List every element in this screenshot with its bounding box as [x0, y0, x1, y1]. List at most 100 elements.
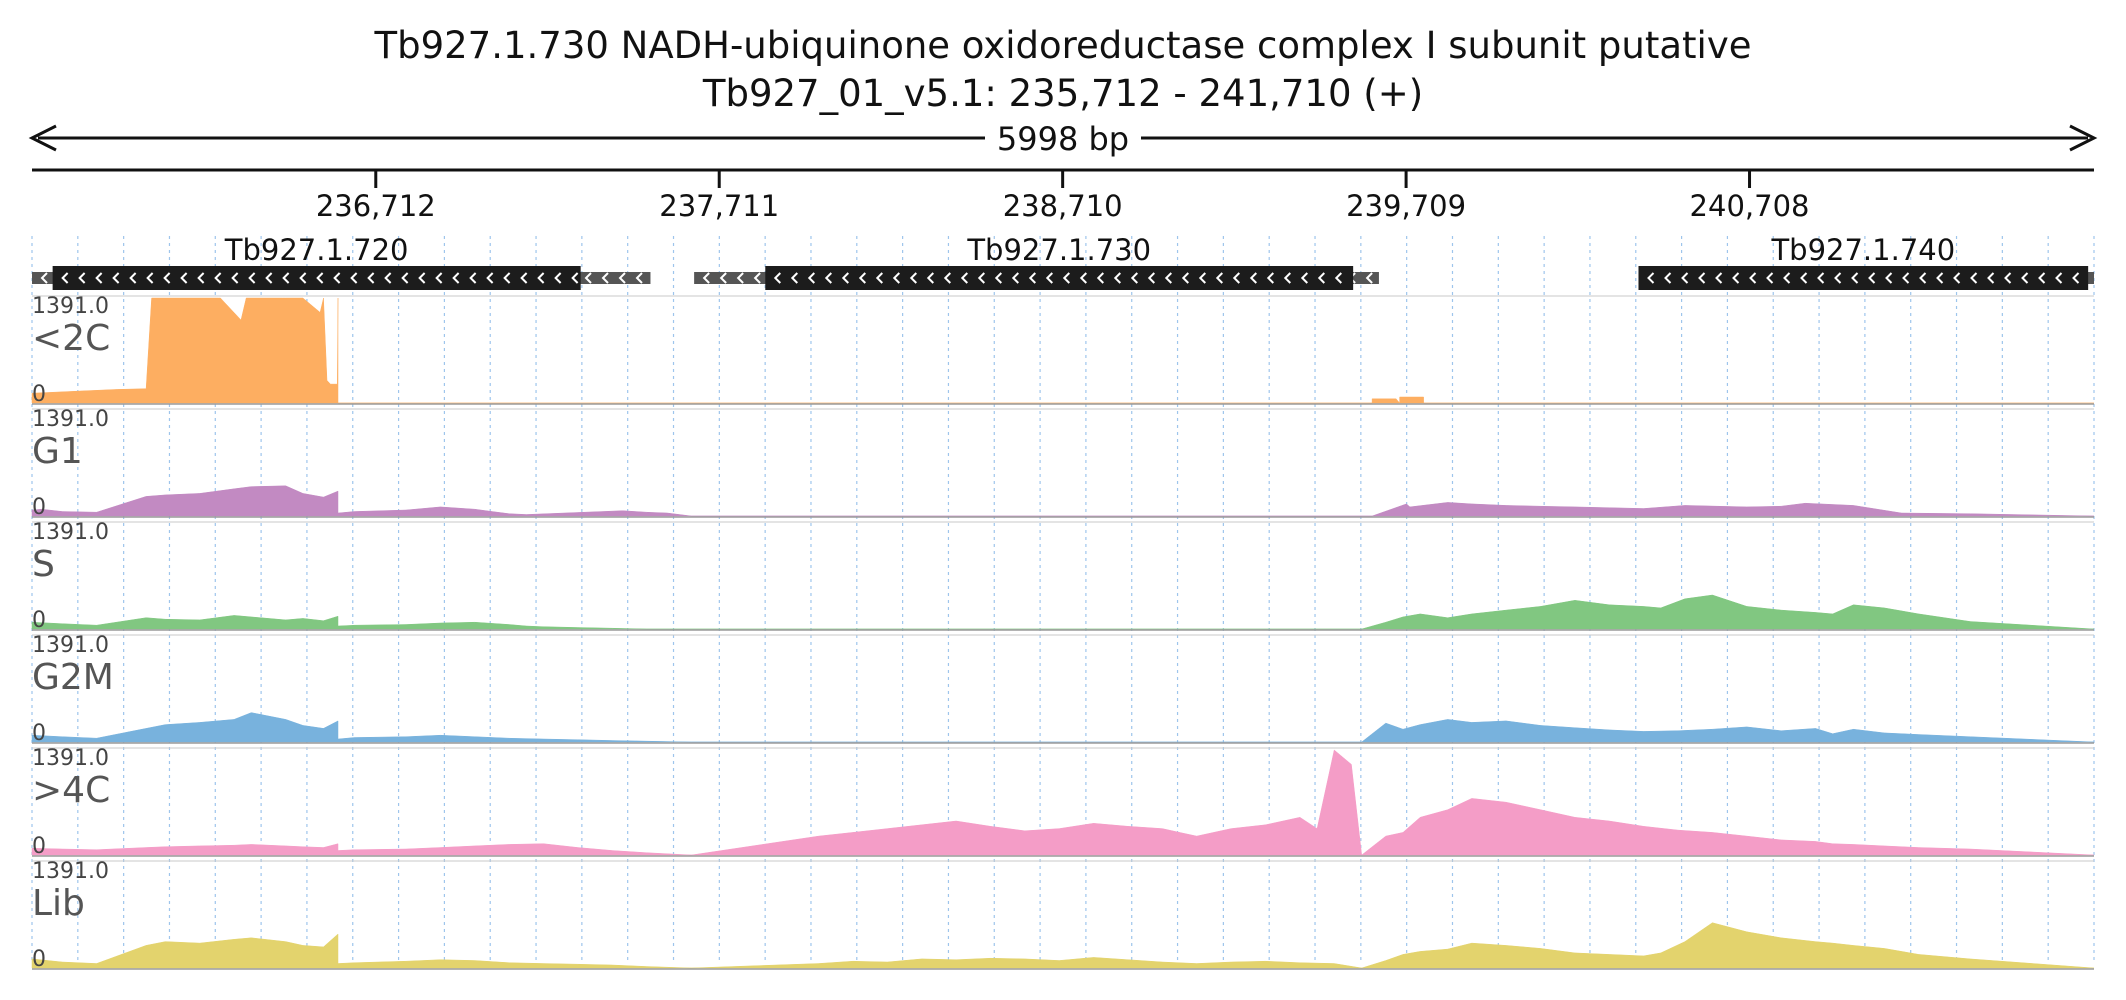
strand-chevron — [146, 272, 154, 284]
strand-chevron — [753, 272, 761, 284]
coverage-area — [31, 749, 2095, 856]
strand-chevron — [1164, 272, 1172, 284]
coverage-track: 1391.0>4C 0 — [31, 746, 2095, 859]
strand-chevron — [1317, 272, 1325, 284]
strand-chevron — [435, 272, 443, 284]
track-ymin-label: 0 — [32, 834, 46, 859]
strand-chevron — [1834, 272, 1842, 284]
strand-chevron — [960, 272, 968, 284]
strand-chevron — [1147, 272, 1155, 284]
strand-chevron — [316, 272, 324, 284]
strand-chevron — [95, 272, 103, 284]
coverage-area — [31, 485, 2095, 517]
strand-chevron — [61, 272, 69, 284]
strand-chevron — [702, 272, 710, 284]
strand-chevron — [790, 272, 798, 284]
span-arrow-left — [28, 124, 57, 152]
strand-chevron — [635, 272, 643, 284]
strand-chevron — [1130, 272, 1138, 284]
strand-chevron — [1919, 272, 1927, 284]
track-ymin-label: 0 — [32, 382, 46, 407]
strand-chevron — [1681, 272, 1689, 284]
strand-chevron — [1664, 272, 1672, 284]
strand-chevron — [265, 272, 273, 284]
coverage-area — [31, 712, 2095, 743]
strand-chevron — [1647, 272, 1655, 284]
ruler-tick-label: 236,712 — [316, 189, 436, 223]
track-ymax-label: 1391.0 — [32, 294, 109, 319]
strand-chevron — [1817, 272, 1825, 284]
track-ymax-label: 1391.0 — [32, 633, 109, 658]
strand-chevron — [1198, 272, 1206, 284]
strand-chevron — [537, 272, 545, 284]
track-ymin-label: 0 — [32, 721, 46, 746]
gene-model: Tb927.1.730 — [694, 233, 1379, 290]
strand-chevron — [367, 272, 375, 284]
coverage-track: 1391.0G1 0 — [31, 407, 2095, 520]
track-ymax-label: 1391.0 — [32, 746, 109, 771]
strand-chevron — [231, 272, 239, 284]
coverage-area — [31, 297, 2094, 404]
gene-label: Tb927.1.740 — [1770, 233, 1955, 267]
strand-chevron — [2004, 272, 2012, 284]
strand-chevron — [1300, 272, 1308, 284]
strand-chevron — [807, 272, 815, 284]
gene-cds — [1638, 266, 2089, 290]
strand-chevron — [503, 272, 511, 284]
coverage-track: 1391.0<2C 0 — [31, 294, 2094, 407]
strand-chevron — [2038, 272, 2046, 284]
strand-chevron — [1096, 272, 1104, 284]
gene-cds — [765, 266, 1354, 290]
track-name: >4C — [32, 770, 110, 811]
strand-chevron — [401, 272, 409, 284]
strand-chevron — [554, 272, 562, 284]
strand-chevron — [1698, 272, 1706, 284]
span-label: 5998 bp — [997, 120, 1129, 158]
span-arrow-right — [2069, 124, 2098, 152]
strand-chevron — [1028, 272, 1036, 284]
span-label-bg — [985, 118, 1141, 158]
gene-label: Tb927.1.720 — [224, 233, 409, 267]
strand-chevron — [333, 272, 341, 284]
strand-chevron — [618, 272, 626, 284]
ruler-tick-label: 239,709 — [1346, 189, 1466, 223]
track-name: <2C — [32, 318, 110, 359]
gene-model: Tb927.1.740 — [1638, 233, 2094, 290]
strand-chevron — [418, 272, 426, 284]
strand-chevron — [736, 272, 744, 284]
strand-chevron — [1045, 272, 1053, 284]
strand-chevron — [1902, 272, 1910, 284]
strand-chevron — [601, 272, 609, 284]
ruler-tick-label: 237,711 — [659, 189, 779, 223]
strand-chevron — [1783, 272, 1791, 284]
strand-chevron — [1079, 272, 1087, 284]
strand-chevron — [2021, 272, 2029, 284]
coverage-area — [31, 922, 2095, 969]
strand-chevron — [1113, 272, 1121, 284]
strand-chevron — [571, 272, 579, 284]
track-ymax-label: 1391.0 — [32, 407, 109, 432]
strand-chevron — [1011, 272, 1019, 284]
ruler-tick-label: 240,708 — [1690, 189, 1810, 223]
track-name: Lib — [32, 883, 85, 924]
strand-chevron — [858, 272, 866, 284]
strand-chevron — [1283, 272, 1291, 284]
strand-chevron — [299, 272, 307, 284]
strand-chevron — [943, 272, 951, 284]
strand-chevron — [824, 272, 832, 284]
strand-chevron — [163, 272, 171, 284]
strand-chevron — [2055, 272, 2063, 284]
strand-chevron — [1266, 272, 1274, 284]
strand-chevron — [486, 272, 494, 284]
strand-chevron — [2072, 272, 2080, 284]
strand-chevron — [248, 272, 256, 284]
strand-chevron — [1715, 272, 1723, 284]
strand-chevron — [1249, 272, 1257, 284]
strand-chevron — [841, 272, 849, 284]
strand-chevron — [1062, 272, 1070, 284]
strand-chevron — [1953, 272, 1961, 284]
strand-chevron — [197, 272, 205, 284]
gene-title: Tb927.1.730 NADH-ubiquinone oxidoreducta… — [374, 24, 1752, 67]
strand-chevron — [180, 272, 188, 284]
